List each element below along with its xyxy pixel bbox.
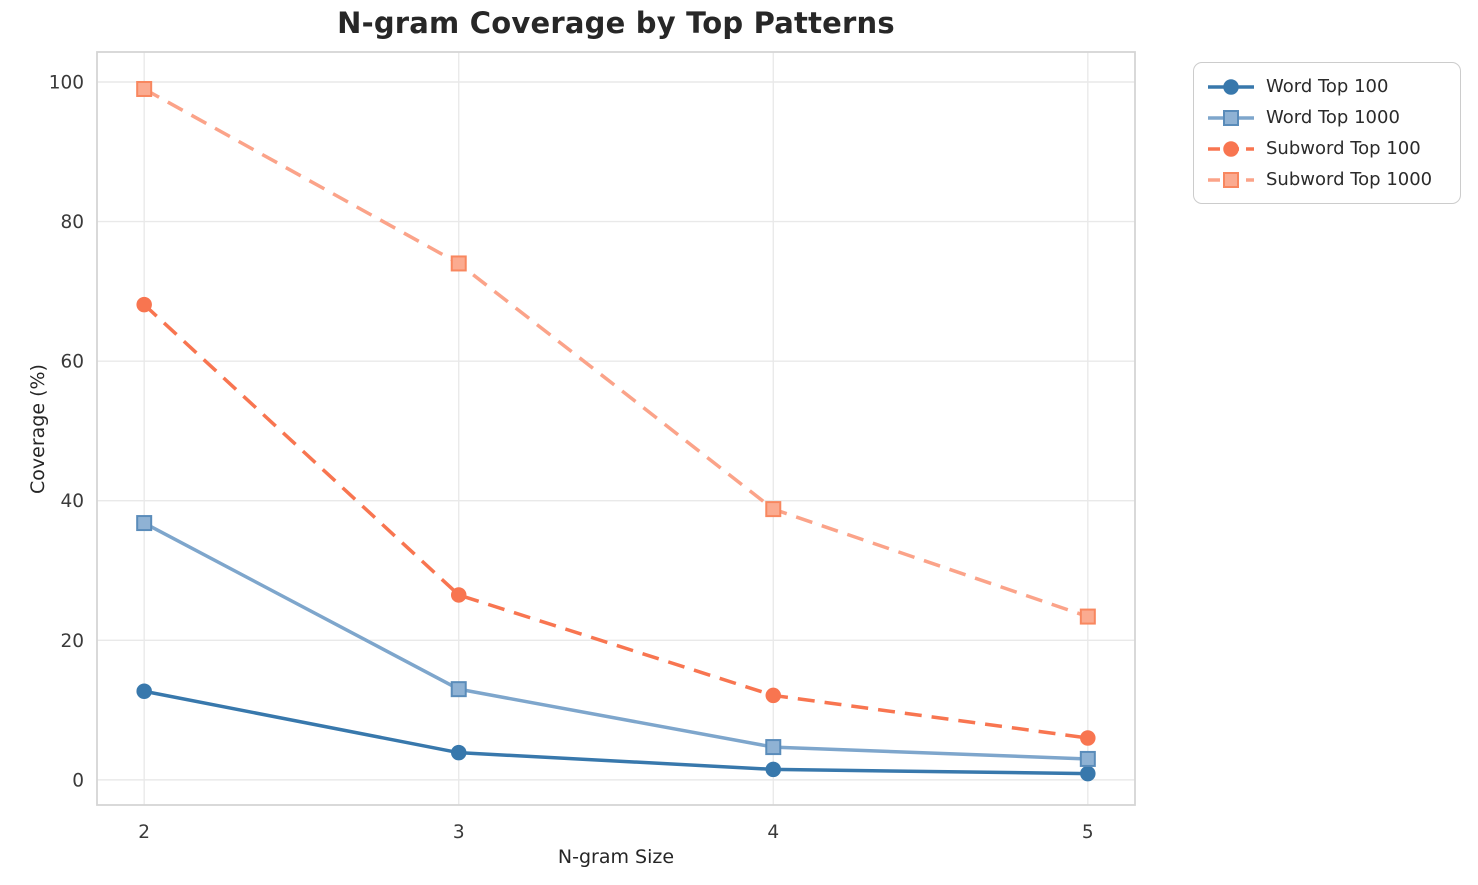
series-marker-1	[765, 739, 782, 756]
y-tick-label: 60	[60, 352, 84, 373]
legend-item-word-top-1000: Word Top 1000	[1206, 104, 1444, 131]
x-axis-label: N-gram Size	[557, 846, 675, 868]
series-marker-2	[136, 296, 152, 313]
legend-item-word-top-100: Word Top 100	[1206, 73, 1444, 100]
legend-label: Word Top 1000	[1266, 107, 1400, 128]
series-marker-3	[136, 80, 153, 97]
legend-marker-circle	[1223, 140, 1239, 157]
y-tick-label: 20	[60, 631, 84, 652]
legend-sample-word-top-100	[1208, 78, 1254, 95]
y-axis-label: Coverage (%)	[27, 364, 49, 494]
legend-label: Subword Top 1000	[1266, 169, 1433, 190]
legend-marker-square	[1223, 109, 1239, 126]
legend-marker-circle	[1223, 78, 1239, 95]
axes-background	[97, 52, 1135, 805]
legend: Word Top 100 Word Top 1000 Subword Top 1…	[1193, 62, 1461, 204]
legend-item-subword-top-100: Subword Top 100	[1206, 135, 1444, 162]
x-tick-label: 5	[1082, 822, 1094, 843]
series-marker-3	[765, 501, 782, 518]
series-line-0	[143, 689, 1088, 776]
series-marker-1	[136, 515, 153, 532]
legend-label: Word Top 100	[1266, 76, 1389, 97]
y-tick-label: 0	[72, 770, 84, 791]
series-marker-3	[1079, 608, 1096, 625]
series-marker-0	[136, 683, 152, 699]
legend-item-subword-top-1000: Subword Top 1000	[1206, 166, 1444, 193]
series-marker-3	[450, 255, 467, 272]
series-line-3	[143, 87, 1089, 619]
y-tick-label: 100	[49, 73, 84, 94]
chart-title: N-gram Coverage by Top Patterns	[337, 6, 895, 40]
series-marker-2	[450, 587, 467, 603]
x-tick-label: 4	[767, 822, 779, 843]
axes-border	[96, 51, 1136, 806]
legend-sample-subword-top-100	[1208, 140, 1254, 157]
series-marker-0	[765, 761, 782, 778]
y-tick-label: 40	[60, 491, 84, 512]
series-marker-2	[765, 687, 782, 704]
legend-marker-square	[1223, 171, 1239, 188]
series-marker-0	[450, 744, 467, 761]
x-tick-label: 3	[453, 822, 465, 843]
series-marker-2	[1080, 730, 1096, 746]
series-marker-0	[1080, 765, 1096, 782]
series-line-1	[143, 521, 1088, 761]
legend-sample-word-top-1000	[1208, 109, 1254, 126]
series-marker-1	[450, 681, 467, 698]
x-tick-label: 2	[138, 822, 150, 843]
series-marker-1	[1079, 750, 1096, 767]
legend-sample-subword-top-1000	[1208, 171, 1254, 188]
legend-label: Subword Top 100	[1266, 138, 1421, 159]
y-tick-label: 80	[60, 212, 84, 233]
